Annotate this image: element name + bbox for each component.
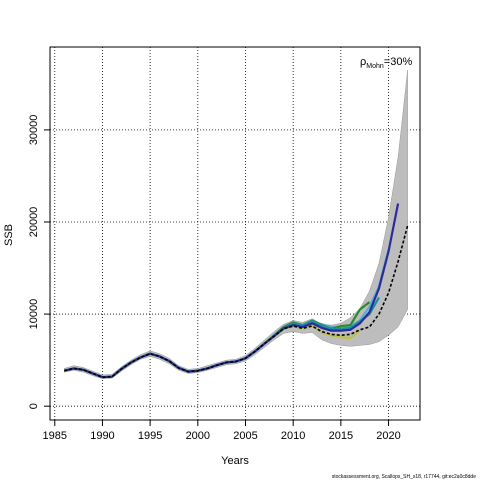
plot-frame <box>49 46 421 421</box>
y-tick-label: 0 <box>28 403 40 409</box>
x-tick-label: 2010 <box>281 430 305 442</box>
confidence-band-area <box>64 69 408 379</box>
confidence-band <box>64 69 408 379</box>
x-tick-label: 1990 <box>90 430 114 442</box>
x-tick-label: 1985 <box>43 430 67 442</box>
y-tick-label: 30000 <box>28 115 40 146</box>
x-tick-label: 2005 <box>233 430 257 442</box>
x-axis-title: Years <box>221 455 249 467</box>
series-lines <box>64 203 409 379</box>
y-tick-label: 20000 <box>28 207 40 238</box>
rho-symbol: ρ <box>360 56 366 68</box>
retro-peel-line-5 <box>64 203 400 379</box>
x-tick-label: 2015 <box>329 430 353 442</box>
x-tick-label: 2020 <box>376 430 400 442</box>
x-tick-label: 2000 <box>186 430 210 442</box>
y-axis-title: SSB <box>3 224 15 246</box>
axes: 1985 1990 1995 2000 2005 2010 2015 2020 0 10000 20… <box>28 115 401 442</box>
x-tick-label: 1995 <box>138 430 162 442</box>
y-tick-label: 10000 <box>28 299 40 330</box>
retro-peel-line-2 <box>64 249 390 379</box>
rho-value: =30% <box>384 56 413 68</box>
base-estimate-line <box>64 225 409 378</box>
mohn-rho-annotation: ρMohn=30% <box>360 56 412 70</box>
footnote: stockassessment.org, Scallops_SH_s18, r1… <box>332 474 476 480</box>
rho-subscript: Mohn <box>366 63 384 70</box>
